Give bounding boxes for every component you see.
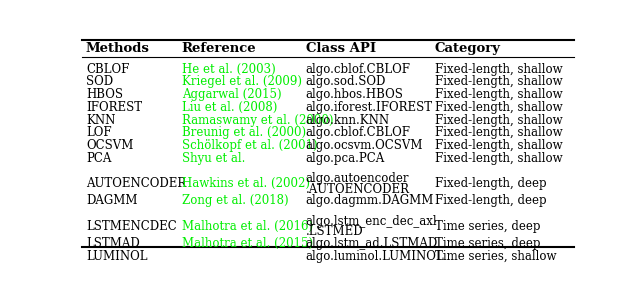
Text: algo.ocsvm.OCSVM: algo.ocsvm.OCSVM	[306, 139, 423, 152]
Text: algo.sod.SOD: algo.sod.SOD	[306, 76, 386, 89]
Text: Breunig et al. (2000): Breunig et al. (2000)	[182, 126, 306, 139]
Text: DAGMM: DAGMM	[86, 195, 138, 207]
Text: Malhotra et al. (2016): Malhotra et al. (2016)	[182, 220, 313, 233]
Text: Category: Category	[435, 42, 500, 55]
Text: HBOS: HBOS	[86, 88, 123, 101]
Text: He et al. (2003): He et al. (2003)	[182, 63, 275, 76]
Text: algo.dagmm.DAGMM: algo.dagmm.DAGMM	[306, 195, 434, 207]
Text: LOF: LOF	[86, 126, 111, 139]
Text: Fixed-length, shallow: Fixed-length, shallow	[435, 76, 563, 89]
Text: Shyu et al.: Shyu et al.	[182, 152, 245, 164]
Text: Fixed-length, deep: Fixed-length, deep	[435, 177, 547, 190]
Text: Fixed-length, shallow: Fixed-length, shallow	[435, 101, 563, 114]
Text: algo.luminol.LUMINOL: algo.luminol.LUMINOL	[306, 250, 444, 263]
Text: algo.lstm_ad.LSTMAD: algo.lstm_ad.LSTMAD	[306, 237, 438, 250]
Text: Fixed-length, shallow: Fixed-length, shallow	[435, 126, 563, 139]
Text: Reference: Reference	[182, 42, 256, 55]
Text: Fixed-length, shallow: Fixed-length, shallow	[435, 139, 563, 152]
Text: Schölkopf et al. (2001): Schölkopf et al. (2001)	[182, 139, 317, 152]
Text: Fixed-length, shallow: Fixed-length, shallow	[435, 88, 563, 101]
Text: LSTMAD: LSTMAD	[86, 237, 140, 250]
Text: algo.iforest.IFOREST: algo.iforest.IFOREST	[306, 101, 433, 114]
Text: Kriegel et al. (2009): Kriegel et al. (2009)	[182, 76, 301, 89]
Text: algo.cblof.CBLOF: algo.cblof.CBLOF	[306, 63, 411, 76]
Text: algo.autoencoder: algo.autoencoder	[306, 172, 409, 185]
Text: Liu et al. (2008): Liu et al. (2008)	[182, 101, 277, 114]
Text: Zong et al. (2018): Zong et al. (2018)	[182, 195, 288, 207]
Text: KNN: KNN	[86, 114, 115, 126]
Text: AUTOENCODER: AUTOENCODER	[86, 177, 186, 190]
Text: algo.cblof.CBLOF: algo.cblof.CBLOF	[306, 126, 411, 139]
Text: Time series, deep: Time series, deep	[435, 237, 540, 250]
Text: Malhotra et al. (2015): Malhotra et al. (2015)	[182, 237, 313, 250]
Text: algo.pca.PCA: algo.pca.PCA	[306, 152, 385, 164]
Text: SOD: SOD	[86, 76, 113, 89]
Text: Time series, deep: Time series, deep	[435, 220, 540, 233]
Text: Fixed-length, deep: Fixed-length, deep	[435, 195, 547, 207]
Text: OCSVM: OCSVM	[86, 139, 133, 152]
Text: Fixed-length, shallow: Fixed-length, shallow	[435, 63, 563, 76]
Text: Aggarwal (2015): Aggarwal (2015)	[182, 88, 282, 101]
Text: Methods: Methods	[86, 42, 150, 55]
Text: algo.hbos.HBOS: algo.hbos.HBOS	[306, 88, 404, 101]
Text: CBLOF: CBLOF	[86, 63, 129, 76]
Text: Ramaswamy et al. (2000): Ramaswamy et al. (2000)	[182, 114, 333, 126]
Text: Fixed-length, shallow: Fixed-length, shallow	[435, 152, 563, 164]
Text: .LSTMED: .LSTMED	[306, 225, 364, 239]
Text: Fixed-length, shallow: Fixed-length, shallow	[435, 114, 563, 126]
Text: .AUTOENCODER: .AUTOENCODER	[306, 183, 410, 196]
Text: Class API: Class API	[306, 42, 376, 55]
Text: Time series, shallow: Time series, shallow	[435, 250, 556, 263]
Text: algo.lstm_enc_dec_axl: algo.lstm_enc_dec_axl	[306, 214, 437, 227]
Text: PCA: PCA	[86, 152, 111, 164]
Text: algo.knn.KNN: algo.knn.KNN	[306, 114, 390, 126]
Text: Hawkins et al. (2002): Hawkins et al. (2002)	[182, 177, 310, 190]
Text: LSTMENCDEC: LSTMENCDEC	[86, 220, 177, 233]
Text: IFOREST: IFOREST	[86, 101, 142, 114]
Text: LUMINOL: LUMINOL	[86, 250, 147, 263]
